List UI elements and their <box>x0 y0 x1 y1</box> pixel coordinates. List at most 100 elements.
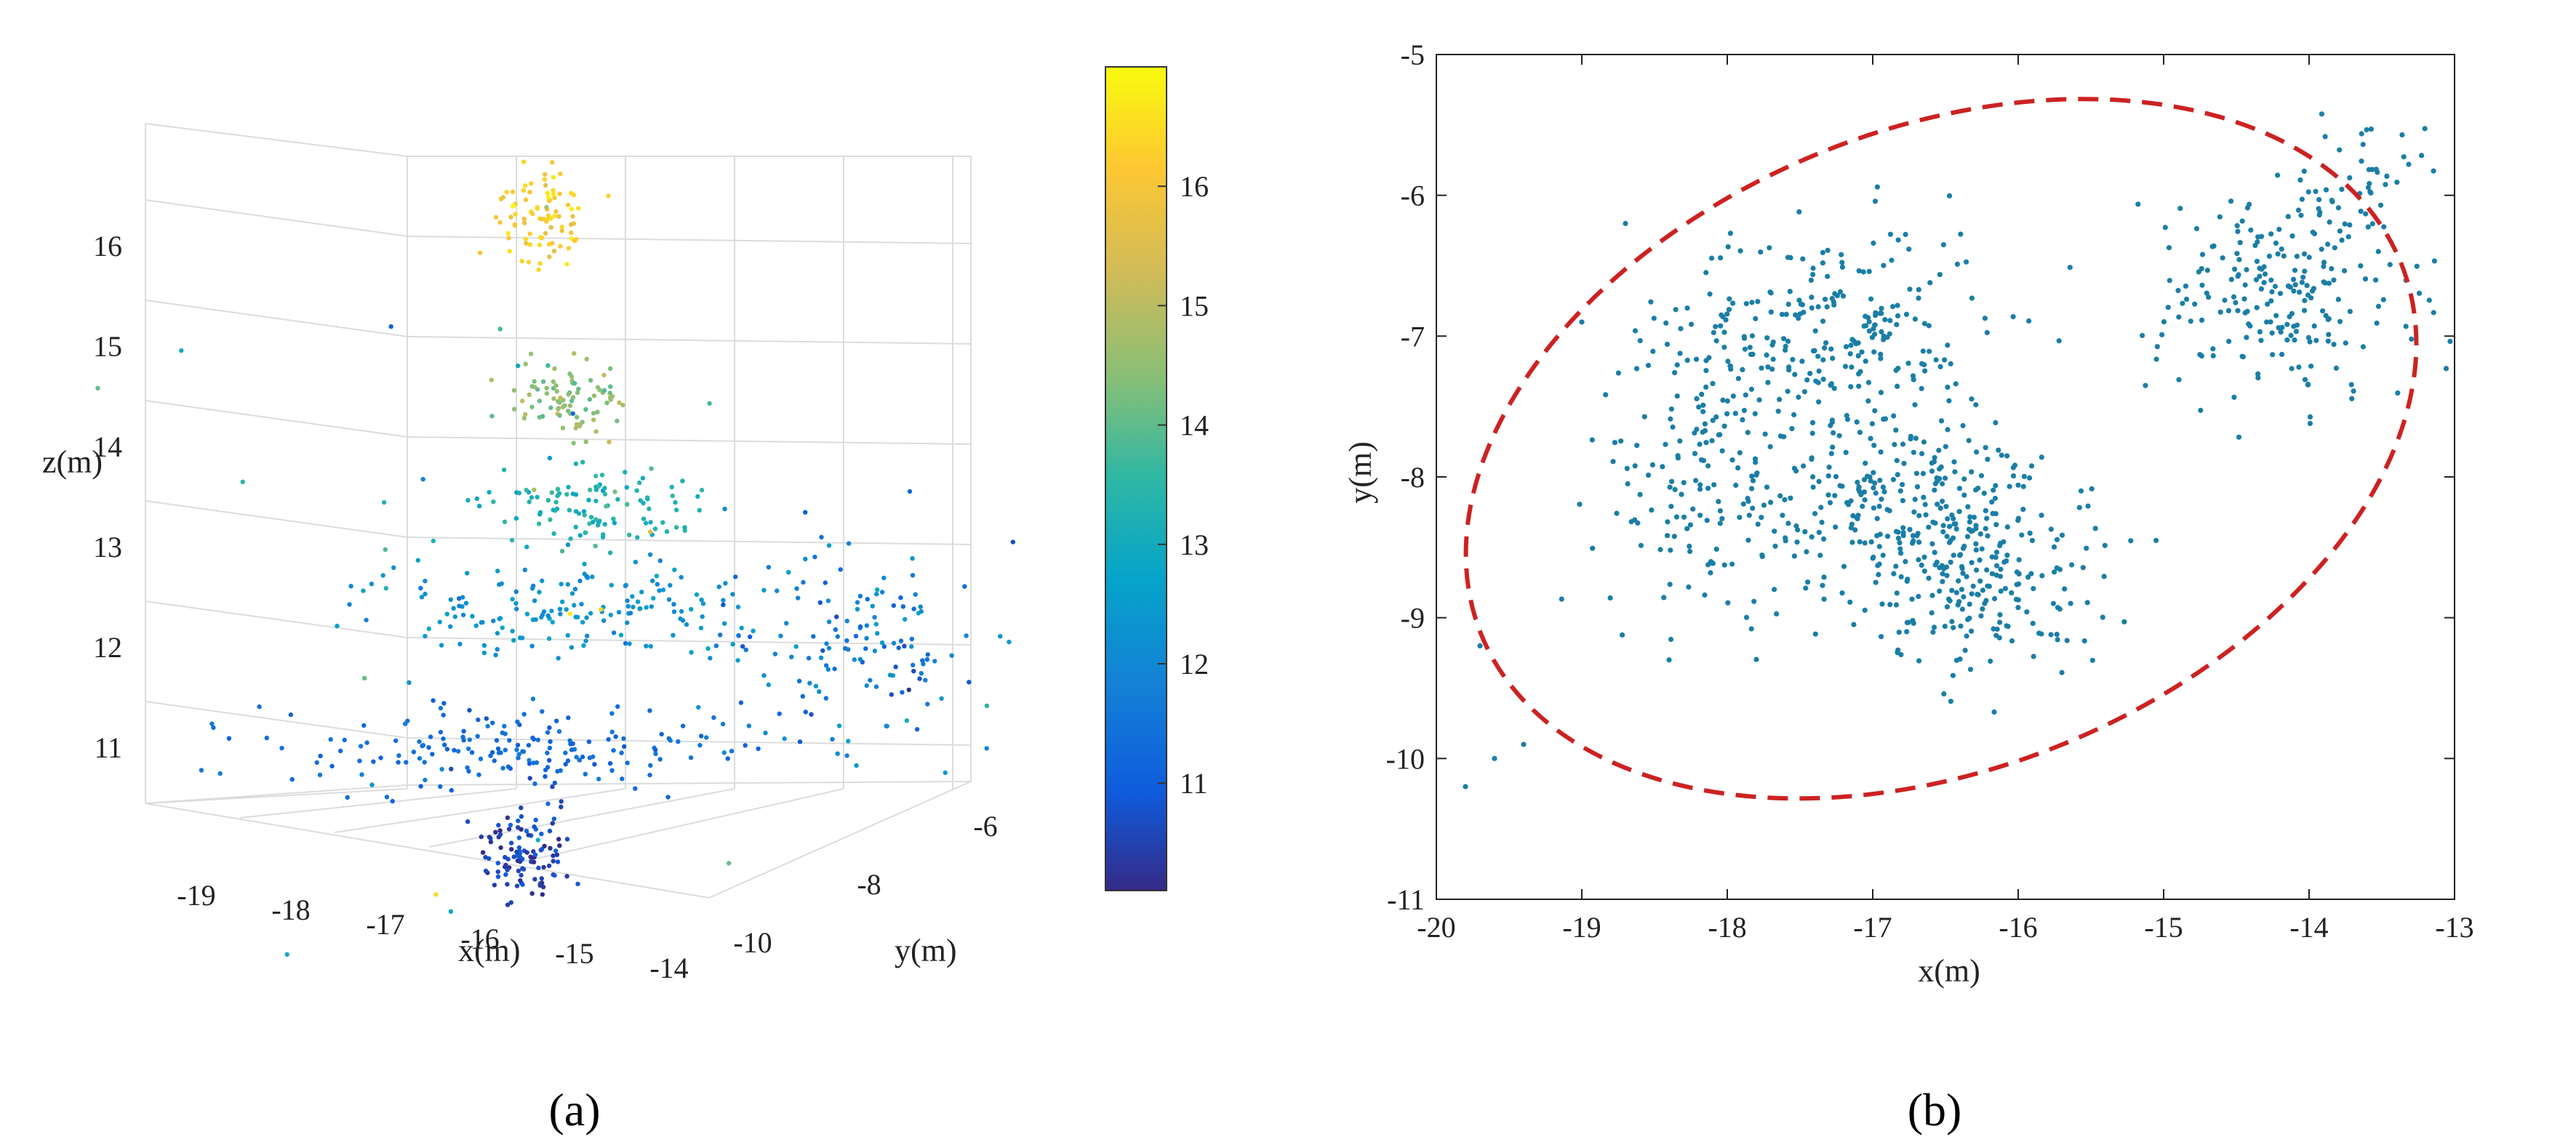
data-point <box>535 837 540 843</box>
data-point <box>708 656 713 661</box>
data-point <box>881 644 887 649</box>
data-point <box>1851 622 1857 627</box>
data-point <box>2161 319 2167 325</box>
x-tick-label: -13 <box>2435 911 2473 944</box>
data-point <box>2296 364 2302 370</box>
data-point <box>2236 434 2242 440</box>
data-point <box>2347 222 2353 228</box>
data-point <box>548 405 553 411</box>
data-point <box>2297 289 2303 295</box>
data-point <box>625 603 631 609</box>
data-point <box>544 385 549 390</box>
data-point <box>2368 190 2374 196</box>
data-point <box>565 202 571 208</box>
data-point <box>449 787 454 793</box>
y-axis-ticks: -10-8-6 <box>733 810 997 959</box>
data-point <box>875 631 880 636</box>
data-point <box>864 623 870 628</box>
data-point <box>348 584 353 589</box>
data-point <box>1892 441 1897 448</box>
data-point <box>852 657 857 662</box>
data-point <box>1711 329 1716 336</box>
data-point <box>551 853 556 859</box>
data-point <box>1770 356 1776 362</box>
data-point <box>2284 321 2290 327</box>
data-point <box>2236 257 2242 262</box>
data-point <box>761 587 767 593</box>
data-point <box>834 614 839 619</box>
data-point <box>2326 281 2332 286</box>
data-point <box>545 363 551 368</box>
data-point <box>553 499 559 505</box>
data-point <box>1686 584 1692 590</box>
data-point <box>1649 507 1655 513</box>
data-point <box>657 588 662 593</box>
data-point <box>967 680 972 685</box>
data-point <box>516 868 521 874</box>
data-point <box>554 718 559 723</box>
data-point <box>673 507 679 513</box>
data-point <box>577 533 583 538</box>
data-point <box>507 738 512 743</box>
data-point <box>2102 542 2108 548</box>
data-point <box>461 728 466 734</box>
data-point <box>1645 363 1652 369</box>
data-point <box>1796 297 1802 303</box>
data-point <box>460 612 466 618</box>
data-point <box>644 643 649 648</box>
data-point <box>513 212 518 217</box>
data-point <box>688 755 694 760</box>
data-point <box>1911 449 1916 455</box>
data-point <box>1783 311 1789 317</box>
data-point <box>1868 296 1874 302</box>
data-point <box>226 736 232 741</box>
data-point <box>545 190 550 196</box>
data-point <box>539 217 544 222</box>
data-point <box>1745 537 1751 543</box>
data-point <box>537 398 543 403</box>
data-point <box>557 843 562 848</box>
data-point <box>533 817 538 823</box>
data-point <box>544 219 549 224</box>
data-point <box>551 249 557 254</box>
data-point <box>1969 396 1975 402</box>
data-point <box>572 381 577 386</box>
data-point <box>540 892 545 897</box>
data-point <box>1856 484 1862 490</box>
data-point <box>505 764 511 769</box>
data-point <box>1781 336 1787 342</box>
data-point <box>550 160 555 165</box>
data-point <box>800 694 806 699</box>
data-point <box>1665 533 1671 539</box>
data-point <box>587 397 593 402</box>
data-point <box>2269 330 2275 336</box>
data-point <box>551 507 556 513</box>
data-point <box>2276 226 2282 233</box>
data-point <box>1862 540 1868 546</box>
data-point <box>1672 369 1678 376</box>
data-point <box>1724 311 1730 317</box>
data-point <box>2010 465 2016 470</box>
data-point <box>1967 667 1974 672</box>
data-point <box>1839 260 1845 265</box>
data-point <box>518 635 523 640</box>
x-tick-label: -16 <box>460 923 499 955</box>
data-point <box>422 760 427 765</box>
data-point <box>1873 490 1879 496</box>
data-point <box>593 487 599 492</box>
data-point <box>488 840 494 845</box>
data-point <box>1632 328 1639 334</box>
data-point <box>2239 353 2245 359</box>
data-point <box>1717 521 1723 526</box>
data-point <box>623 470 628 475</box>
data-point <box>1746 513 1752 518</box>
data-point <box>1895 535 1901 542</box>
data-point <box>857 624 863 630</box>
data-point <box>580 619 585 625</box>
data-point <box>793 644 799 649</box>
data-point <box>2313 337 2319 343</box>
data-point <box>1900 441 1906 447</box>
data-point <box>604 401 609 406</box>
data-point <box>535 737 540 742</box>
y-tick-label: -10 <box>733 926 772 959</box>
